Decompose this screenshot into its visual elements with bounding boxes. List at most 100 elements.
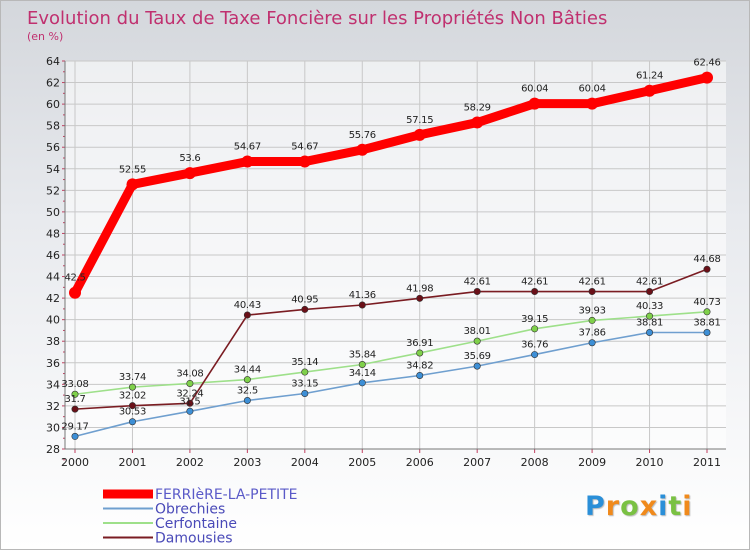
data-label: 42.61 bbox=[579, 277, 606, 288]
grid-lines bbox=[65, 60, 726, 450]
series-line-ferrière-la-petite bbox=[70, 73, 712, 298]
y-tick-label: 36 bbox=[46, 357, 60, 370]
data-label: 31.5 bbox=[179, 396, 200, 407]
data-label: 34.82 bbox=[406, 360, 433, 371]
data-point bbox=[71, 432, 79, 440]
legend-label: Damousies bbox=[155, 531, 233, 547]
logo-letter: i bbox=[682, 491, 693, 522]
data-label: 32.5 bbox=[237, 386, 258, 397]
data-point bbox=[531, 288, 539, 296]
data-label: 38.81 bbox=[636, 317, 663, 328]
data-label: 39.93 bbox=[579, 305, 606, 316]
chart-title: Evolution du Taux de Taxe Foncière sur l… bbox=[27, 8, 607, 29]
data-point bbox=[473, 337, 481, 345]
logo-letter: o bbox=[620, 491, 640, 522]
data-label: 60.04 bbox=[579, 84, 606, 95]
data-label: 29.17 bbox=[61, 421, 88, 432]
y-tick-label: 34 bbox=[46, 378, 60, 391]
logo-letter: r bbox=[605, 491, 621, 522]
data-labels: 29.17 30.53 31.5 32.5 33.15 34.14 34.82 35.69 36… bbox=[61, 58, 720, 433]
data-point bbox=[703, 265, 711, 273]
data-point bbox=[531, 325, 539, 333]
data-label: 52.55 bbox=[119, 164, 146, 175]
data-label: 53.6 bbox=[179, 153, 200, 164]
series-line-obrechies bbox=[74, 331, 708, 438]
y-tick-label: 64 bbox=[46, 55, 60, 68]
data-label: 42.61 bbox=[636, 277, 663, 288]
axes: 28 30 32 34 36 38 40 42 44 46 48 50 52 54 56 58 60 62 64 20… bbox=[46, 55, 726, 469]
data-point bbox=[473, 288, 481, 296]
x-tick-label: 2007 bbox=[463, 456, 491, 469]
data-point bbox=[588, 288, 596, 296]
data-point bbox=[243, 396, 251, 404]
y-tick-label: 58 bbox=[46, 120, 60, 133]
data-label: 41.36 bbox=[349, 290, 376, 301]
y-tick-label: 62 bbox=[46, 77, 60, 90]
data-point bbox=[243, 376, 251, 384]
data-label: 33.08 bbox=[61, 379, 88, 390]
data-point bbox=[186, 407, 194, 415]
data-label: 33.15 bbox=[291, 378, 318, 389]
data-label: 58.29 bbox=[464, 103, 491, 114]
data-label: 37.86 bbox=[579, 328, 606, 339]
data-point bbox=[301, 389, 309, 397]
data-point bbox=[241, 155, 254, 168]
data-label: 35.69 bbox=[464, 351, 491, 362]
data-point bbox=[71, 405, 79, 413]
legend: FERRIèRE-LA-PETITEObrechiesCerfontaineDa… bbox=[103, 487, 298, 547]
y-tick-label: 30 bbox=[46, 421, 60, 434]
data-point bbox=[126, 178, 139, 191]
data-point bbox=[643, 84, 656, 97]
data-label: 42.61 bbox=[464, 277, 491, 288]
data-point bbox=[128, 383, 136, 391]
y-tick-label: 42 bbox=[46, 292, 60, 305]
data-point bbox=[128, 402, 136, 410]
x-tick-label: 2002 bbox=[176, 456, 204, 469]
data-point bbox=[298, 155, 311, 168]
chart-subtitle: (en %) bbox=[27, 30, 63, 43]
data-point bbox=[301, 368, 309, 376]
data-label: 60.04 bbox=[521, 84, 548, 95]
legend-label: Cerfontaine bbox=[155, 516, 237, 532]
data-label: 36.91 bbox=[406, 338, 433, 349]
y-tick-label: 32 bbox=[46, 400, 60, 413]
data-point bbox=[69, 286, 81, 299]
data-label: 33.74 bbox=[119, 372, 146, 383]
data-label: 61.24 bbox=[636, 71, 663, 82]
data-point bbox=[646, 312, 654, 320]
series-line-damousies bbox=[74, 268, 708, 410]
y-tick-label: 44 bbox=[46, 271, 60, 284]
data-label: 36.76 bbox=[521, 340, 548, 351]
y-tick-label: 28 bbox=[46, 443, 60, 456]
data-point bbox=[703, 308, 711, 316]
data-label: 40.95 bbox=[291, 294, 318, 305]
x-tick-label: 2005 bbox=[348, 456, 376, 469]
data-point bbox=[358, 379, 366, 387]
data-label: 30.53 bbox=[119, 407, 146, 418]
series-group bbox=[69, 71, 713, 440]
data-point bbox=[71, 390, 79, 398]
data-label: 42.61 bbox=[521, 277, 548, 288]
data-point bbox=[356, 143, 369, 156]
logo-letter: i bbox=[658, 491, 669, 522]
x-tick-label: 2000 bbox=[61, 456, 89, 469]
data-label: 54.67 bbox=[291, 142, 318, 153]
data-label: 40.73 bbox=[693, 297, 720, 308]
data-point bbox=[586, 97, 599, 110]
legend-label: FERRIèRE-LA-PETITE bbox=[155, 487, 298, 503]
data-point bbox=[416, 294, 424, 302]
data-point bbox=[416, 371, 424, 379]
logo-letter: P bbox=[585, 491, 606, 522]
data-point bbox=[128, 418, 136, 426]
data-point bbox=[413, 128, 426, 141]
logo-letter: x bbox=[639, 491, 659, 522]
data-point bbox=[588, 339, 596, 347]
data-point bbox=[416, 349, 424, 357]
data-point bbox=[471, 116, 484, 129]
data-label: 32.02 bbox=[119, 391, 146, 402]
data-point bbox=[528, 97, 541, 110]
data-point bbox=[183, 167, 196, 180]
y-tick-label: 48 bbox=[46, 227, 60, 240]
x-tick-label: 2008 bbox=[521, 456, 549, 469]
